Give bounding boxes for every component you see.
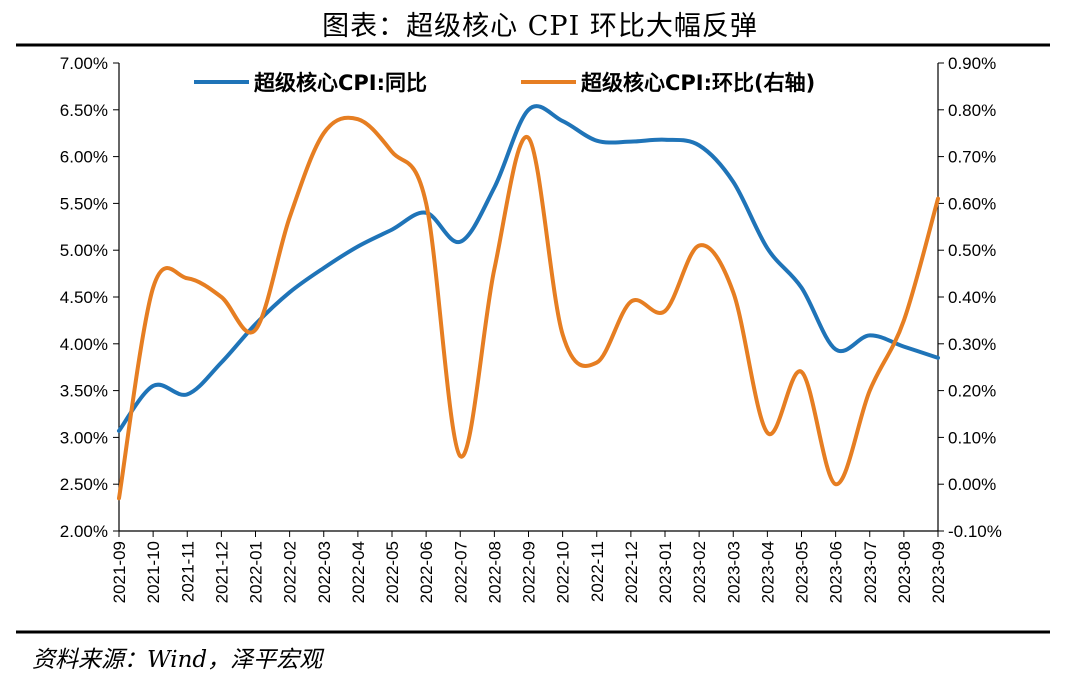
right-tick-label: 0.20% (948, 382, 996, 401)
x-tick-label: 2021-11 (178, 541, 197, 602)
left-tick-label: 5.50% (60, 194, 108, 213)
x-tick-label: 2021-09 (110, 541, 129, 603)
x-tick-label: 2022-11 (588, 541, 607, 602)
right-tick-label: 0.70% (948, 148, 996, 167)
source-note: 资料来源：Wind，泽平宏观 (32, 647, 323, 673)
right-tick-label: 0.50% (948, 241, 996, 260)
right-tick-label: 0.90% (948, 54, 996, 73)
x-tick-label: 2022-08 (485, 541, 504, 603)
x-tick-label: 2022-09 (520, 541, 539, 603)
x-tick-label: 2021-12 (212, 541, 231, 603)
left-tick-label: 4.00% (60, 335, 108, 354)
x-tick-label: 2023-06 (827, 541, 846, 603)
x-tick-label: 2022-06 (417, 541, 436, 603)
series-line-mom (117, 115, 940, 501)
left-tick-label: 2.00% (60, 522, 108, 541)
left-tick-label: 3.00% (60, 428, 108, 447)
left-tick-label: 2.50% (60, 475, 108, 494)
legend-label-yoy: 超级核心CPI:同比 (254, 71, 427, 95)
left-tick-label: 6.00% (60, 148, 108, 167)
right-tick-label: -0.10% (948, 522, 1002, 541)
legend-label-mom: 超级核心CPI:环比(右轴) (581, 71, 815, 95)
x-tick-label: 2022-02 (281, 541, 300, 603)
axes: 2.00% 2.50% 3.00% 3.50% 4.00% 4.50% 5.00% 5.50%… (60, 54, 1002, 603)
left-tick-label: 6.50% (60, 101, 108, 120)
x-tick-label: 2023-09 (929, 541, 948, 603)
right-tick-label: 0.60% (948, 194, 996, 213)
left-tick-label: 4.50% (60, 288, 108, 307)
x-tick-label: 2023-07 (861, 541, 880, 603)
x-tick-label: 2023-02 (690, 541, 709, 603)
right-tick-label: 0.30% (948, 335, 996, 354)
x-tick-label: 2022-12 (622, 541, 641, 603)
x-tick-label: 2022-07 (451, 541, 470, 603)
x-tick-label: 2022-05 (383, 541, 402, 603)
x-tick-label: 2022-10 (554, 541, 573, 603)
right-tick-label: 0.40% (948, 288, 996, 307)
x-tick-label: 2023-04 (758, 541, 777, 603)
series-line-yoy (117, 104, 940, 433)
x-tick-label: 2022-04 (349, 541, 368, 603)
series-lines (117, 104, 940, 501)
x-tick-label: 2023-05 (793, 541, 812, 603)
x-tick-label: 2021-10 (144, 541, 163, 603)
left-tick-label: 5.00% (60, 241, 108, 260)
x-tick-label: 2022-01 (247, 541, 266, 603)
left-tick-label: 7.00% (60, 54, 108, 73)
figure-title: 图表：超级核心 CPI 环比大幅反弹 (322, 11, 758, 42)
right-tick-label: 0.80% (948, 101, 996, 120)
right-tick-label: 0.10% (948, 428, 996, 447)
x-tick-label: 2023-08 (895, 541, 914, 603)
legend: 超级核心CPI:同比 超级核心CPI:环比(右轴) (194, 71, 815, 95)
x-tick-label: 2023-03 (724, 541, 743, 603)
left-tick-label: 3.50% (60, 382, 108, 401)
x-tick-label: 2022-03 (315, 541, 334, 603)
right-tick-label: 0.00% (948, 475, 996, 494)
x-tick-label: 2023-01 (656, 541, 675, 603)
